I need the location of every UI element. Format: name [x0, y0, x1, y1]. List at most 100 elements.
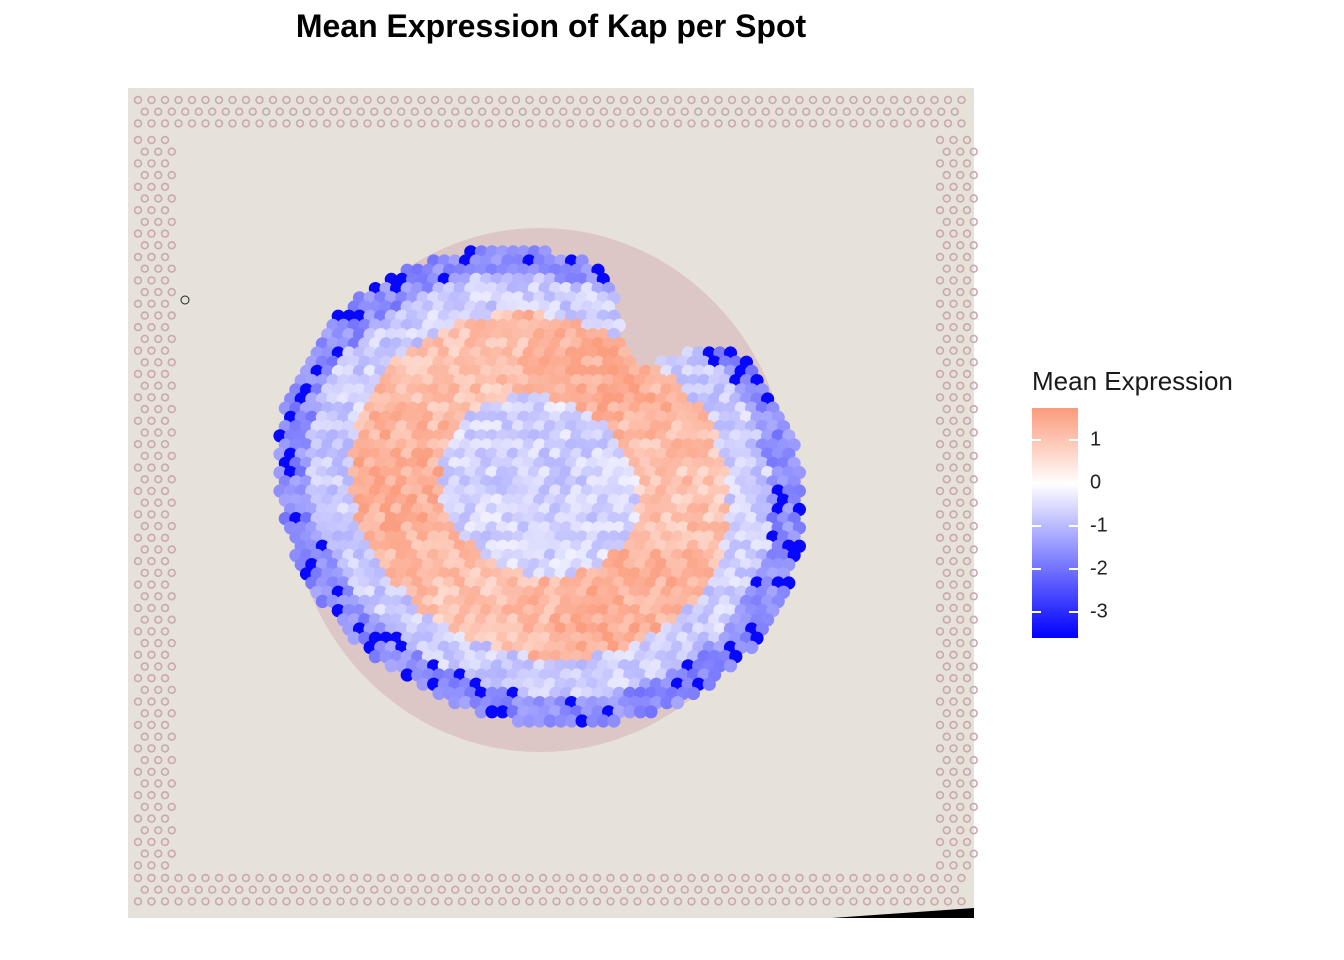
fiducial-dot: [154, 568, 163, 578]
fiducial-dot: [808, 897, 818, 906]
fiducial-dot: [942, 755, 951, 765]
fiducial-dot: [869, 107, 878, 116]
fiducial-dot: [309, 873, 318, 883]
fiducial-dot: [147, 346, 156, 355]
fiducial-dot: [949, 440, 958, 449]
fiducial-dot: [289, 885, 298, 894]
fiducial-dot: [969, 358, 978, 367]
fiducial-dot: [935, 556, 945, 566]
fiducial-dot: [208, 885, 217, 894]
fiducial-dot: [181, 885, 190, 894]
fiducial-dot: [133, 463, 143, 472]
fiducial-dot: [187, 897, 197, 906]
fiducial-dot: [956, 662, 965, 671]
fiducial-dot: [935, 861, 945, 870]
fiducial-dot: [754, 873, 764, 883]
fiducial-dot: [942, 709, 951, 718]
fiducial-dot: [275, 107, 284, 116]
fiducial-dot: [147, 627, 156, 636]
expression-spot: [564, 714, 579, 728]
fiducial-dot: [140, 638, 149, 648]
expression-spot: [368, 650, 382, 664]
fiducial-dot: [949, 463, 958, 472]
fiducial-dot: [154, 638, 163, 648]
fiducial-dot: [498, 119, 507, 128]
fiducial-dot: [734, 885, 743, 894]
fiducial-dot: [160, 299, 170, 308]
fiducial-dot: [140, 885, 149, 894]
fiducial-dot: [167, 428, 176, 437]
fiducial-dot: [862, 897, 872, 906]
fiducial-dot: [133, 603, 143, 613]
fiducial-dot: [795, 95, 804, 105]
fiducial-dot: [336, 119, 345, 128]
fiducial-dot: [942, 732, 951, 741]
fiducial-dot: [464, 107, 473, 116]
fiducial-dot: [949, 159, 958, 168]
fiducial-dot: [956, 264, 965, 273]
fiducial-dot: [949, 720, 958, 730]
fiducial-dot: [969, 592, 978, 601]
fiducial-dot: [930, 873, 939, 883]
fiducial-dot: [956, 826, 965, 835]
fiducial-dot: [235, 107, 244, 116]
fiducial-dot: [167, 826, 176, 835]
fiducial-dot: [721, 107, 730, 116]
fiducial-dot: [451, 885, 460, 894]
fiducial-dot: [160, 486, 170, 496]
fiducial-dot: [376, 897, 386, 906]
fiducial-dot: [969, 287, 978, 297]
fiducial-dot: [167, 194, 176, 203]
fiducial-dot: [937, 107, 946, 116]
fiducial-dot: [363, 873, 372, 883]
fiducial-dot: [457, 95, 467, 105]
fiducial-dot: [923, 885, 932, 894]
expression-spot: [400, 668, 414, 682]
fiducial-dot: [572, 107, 581, 116]
fiducial-dot: [619, 95, 629, 105]
fiducial-dot: [935, 299, 945, 308]
fiducial-dot: [942, 217, 951, 227]
fiducial-dot: [154, 615, 163, 624]
fiducial-dot: [962, 206, 972, 215]
legend-tick: [1032, 611, 1041, 614]
fiducial-dot: [538, 897, 548, 906]
fiducial-dot: [896, 107, 905, 116]
fiducial-dot: [942, 802, 951, 812]
fiducial-dot: [935, 510, 945, 519]
fiducial-dot: [559, 107, 568, 116]
fiducial-dot: [255, 873, 264, 883]
fiducial-dot: [154, 170, 163, 180]
fiducial-dot: [942, 381, 951, 390]
fiducial-dot: [154, 358, 163, 367]
expression-spot: [522, 714, 536, 728]
fiducial-dot: [282, 873, 291, 883]
fiducial-dot: [349, 119, 359, 128]
fiducial-dot: [154, 107, 163, 116]
fiducial-dot: [147, 416, 156, 425]
fiducial-dot: [962, 276, 972, 285]
fiducial-dot: [309, 95, 318, 105]
expression-spot: [432, 686, 446, 701]
fiducial-dot: [430, 897, 440, 906]
fiducial-dot: [935, 533, 945, 542]
fiducial-dot: [761, 107, 770, 116]
fiducial-dot: [943, 873, 953, 883]
fiducial-dot: [646, 119, 656, 128]
fiducial-dot: [390, 897, 399, 906]
fiducial-dot: [606, 897, 615, 906]
fiducial-dot: [295, 897, 305, 906]
fiducial-dot: [154, 287, 163, 297]
fiducial-dot: [916, 95, 926, 105]
fiducial-dot: [154, 802, 163, 812]
fiducial-dot: [140, 451, 149, 461]
fiducial-dot: [626, 885, 635, 894]
fiducial-dot: [167, 709, 176, 718]
expression-spot: [511, 714, 526, 728]
fiducial-dot: [241, 873, 251, 883]
fiducial-dot: [147, 814, 156, 823]
fiducial-dot: [788, 885, 797, 894]
fiducial-dot: [154, 241, 163, 250]
fiducial-dot: [167, 685, 176, 695]
fiducial-dot: [525, 119, 534, 128]
